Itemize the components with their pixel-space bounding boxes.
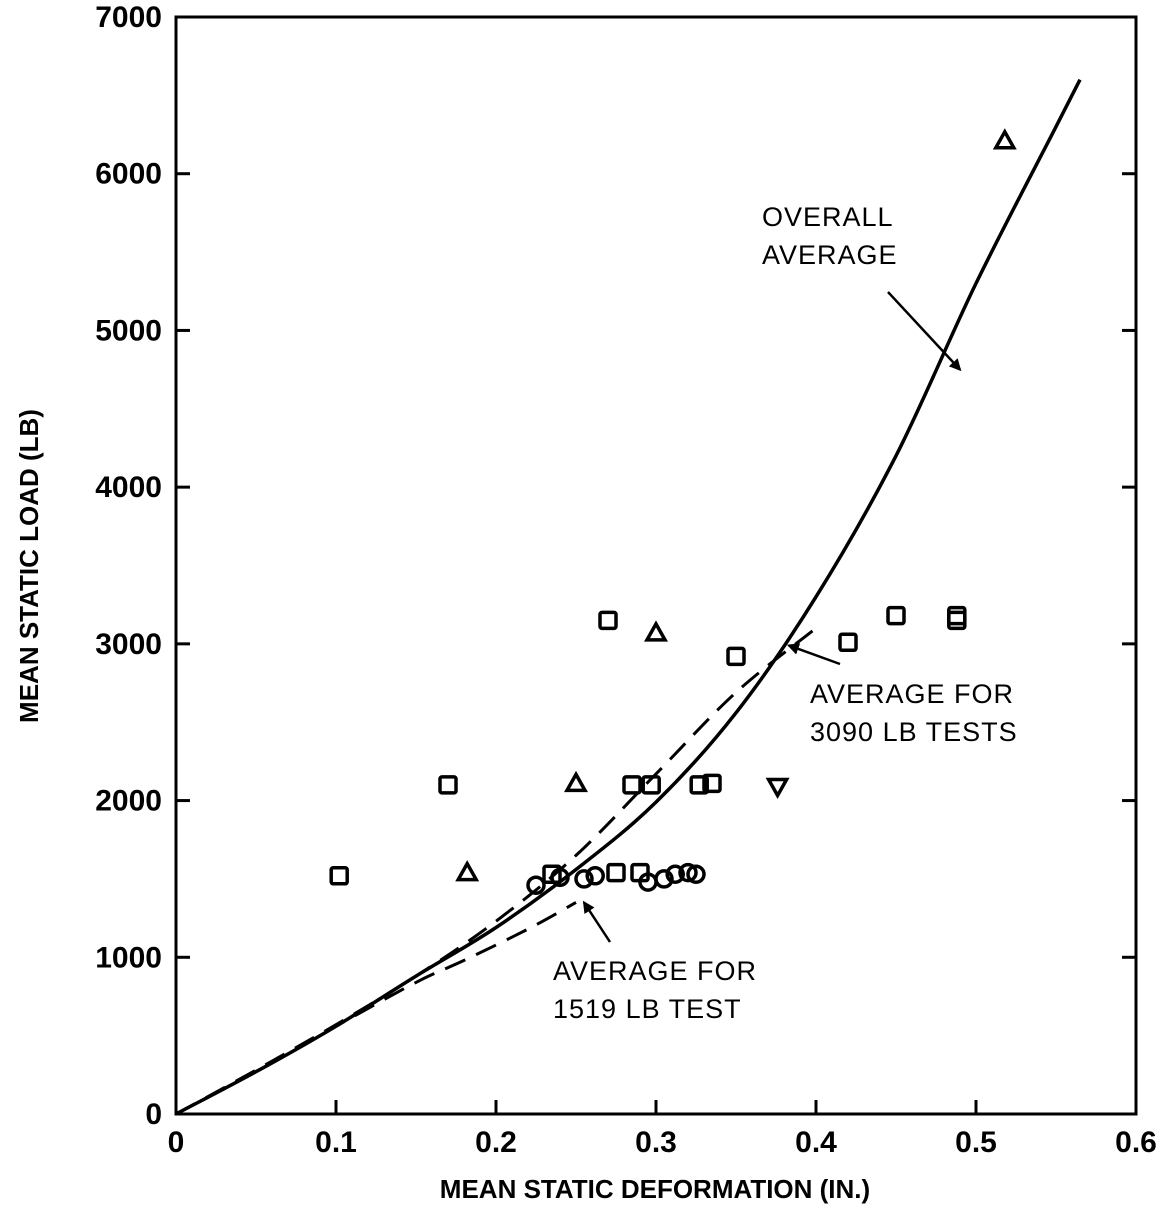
circle-point (526, 875, 546, 895)
annotation-arrow (786, 643, 841, 666)
overall-average-curve (175, 78, 1082, 1116)
square-point (598, 610, 618, 631)
ticks (174, 15, 1138, 1116)
overall-average-label: AVERAGE (762, 240, 898, 270)
triangle-up-point (564, 770, 588, 793)
square-point (438, 775, 458, 795)
circle-point (574, 869, 594, 889)
x-tick-label: 0.1 (315, 1126, 357, 1159)
square-point (689, 775, 709, 795)
y-tick-label: 0 (145, 1098, 162, 1131)
square-point (947, 610, 967, 631)
x-axis-title: MEAN STATIC DEFORMATION (IN.) (440, 1174, 870, 1204)
annotation-arrow (887, 291, 962, 372)
y-tick-label: 2000 (95, 785, 162, 818)
triangle-down-point (765, 777, 790, 800)
x-tick-label: 0.2 (475, 1126, 517, 1159)
triangle-up-point (992, 128, 1017, 150)
circle-point (550, 867, 570, 888)
circle-point (686, 864, 706, 884)
y-axis-title: MEAN STATIC LOAD (LB) (14, 409, 44, 723)
x-tick-label: 0.3 (635, 1126, 677, 1159)
square-point (886, 605, 906, 626)
y-tick-label: 7000 (95, 1, 162, 34)
average-1519-lb-label: AVERAGE FOR (553, 956, 757, 986)
square-point (947, 605, 967, 626)
triangle-up-point (455, 860, 480, 882)
square-point (838, 632, 858, 653)
y-tick-label: 6000 (95, 158, 162, 191)
annotation-arrow (582, 900, 612, 943)
average-1519-lb-label-group: AVERAGE FOR 1519 LB TEST (553, 900, 757, 1024)
square-point (726, 646, 746, 667)
circle-point (665, 864, 685, 884)
triangle-up-point (644, 620, 668, 642)
plot-frame (174, 15, 1138, 1116)
circle-point (678, 862, 698, 883)
average-3090-lb-curve (175, 627, 817, 1116)
y-tick-label: 3000 (95, 628, 162, 661)
square-point (702, 773, 722, 794)
average-3090-lb-label: AVERAGE FOR (810, 679, 1014, 709)
y-tick-label: 4000 (95, 471, 162, 504)
square-point (622, 775, 642, 795)
points (329, 128, 1017, 895)
overall-average-label-group: OVERALL AVERAGE (762, 202, 962, 372)
x-tick-label: 0 (168, 1126, 185, 1159)
curves (175, 78, 1082, 1116)
average-1519-lb-label: 1519 LB TEST (553, 994, 742, 1024)
x-tick-label: 0.6 (1115, 1126, 1157, 1159)
square-point (329, 866, 349, 886)
tick-labels: 0 0.1 0.2 0.3 0.4 0.5 0.6 0 1000 2000 3000 4000 5000… (95, 1, 1157, 1159)
overall-average-label: OVERALL (762, 202, 894, 232)
square-point (641, 775, 661, 795)
circle-point (654, 869, 674, 889)
circle-point (585, 866, 605, 886)
x-tick-label: 0.4 (795, 1126, 837, 1159)
square-point (606, 862, 626, 883)
x-tick-label: 0.5 (955, 1126, 997, 1159)
average-3090-lb-label: 3090 LB TESTS (810, 717, 1018, 747)
average-3090-lb-label-group: AVERAGE FOR 3090 LB TESTS (786, 643, 1018, 747)
y-tick-label: 1000 (95, 941, 162, 974)
y-tick-label: 5000 (95, 314, 162, 347)
